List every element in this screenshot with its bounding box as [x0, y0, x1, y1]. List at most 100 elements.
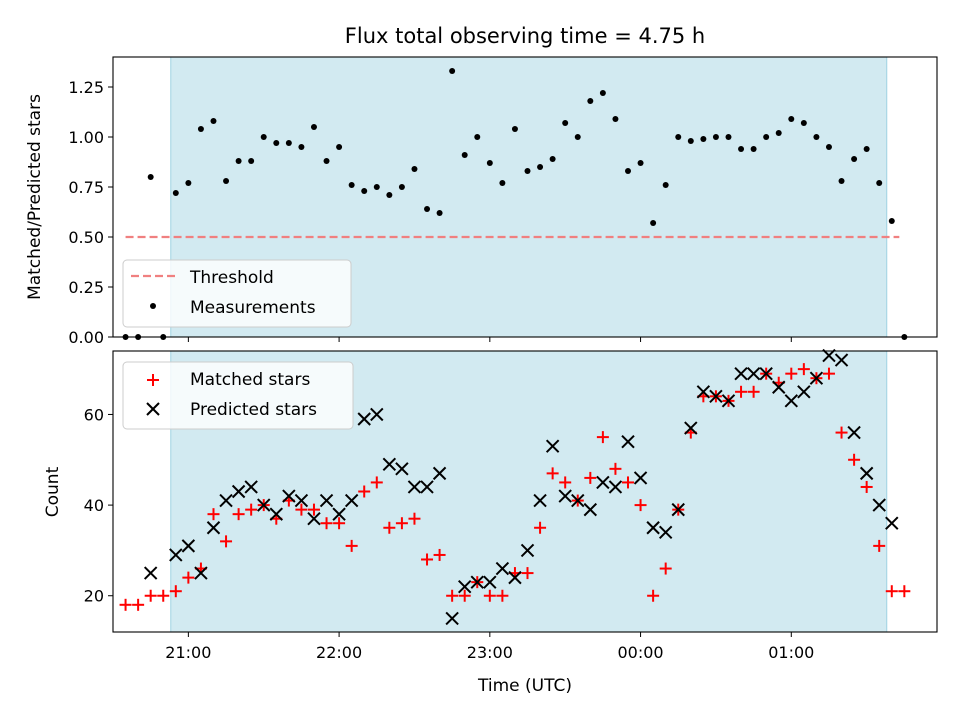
measurement-point — [763, 134, 770, 140]
measurement-point — [461, 152, 468, 158]
matched-star-point — [307, 503, 320, 516]
top-legend-box — [122, 259, 352, 328]
measurement-point — [712, 134, 719, 140]
predicted-star-point — [885, 516, 899, 530]
predicted-star-point — [344, 493, 359, 508]
measurement-point — [285, 140, 292, 146]
matched-star-point — [169, 585, 182, 598]
predicted-star-point — [746, 366, 761, 381]
matched-star-point — [534, 521, 547, 534]
top-legend: Threshold Measurements — [122, 259, 352, 328]
predicted-star-point — [181, 539, 196, 553]
predicted-star-point — [445, 611, 459, 626]
measurement-point — [336, 144, 343, 150]
predicted-star-point — [533, 493, 547, 508]
predicted-star-point — [545, 439, 560, 453]
matched-star-point — [622, 476, 634, 489]
matched-star-point — [370, 476, 383, 489]
predicted-star-point — [608, 480, 623, 494]
predicted-star-point — [470, 575, 484, 589]
measurement-point — [172, 190, 179, 196]
predicted-star-point — [558, 489, 572, 503]
matched-star-point — [157, 589, 170, 602]
measurement-point — [486, 160, 493, 166]
predicted-star-point — [834, 353, 849, 367]
predicted-star-point — [520, 543, 535, 558]
predicted-star-point — [734, 366, 748, 381]
matched-star-point — [119, 598, 132, 611]
top-frame — [112, 56, 938, 338]
matched-star-point — [483, 589, 496, 602]
matched-star-point — [144, 589, 157, 602]
matched-star-point — [596, 431, 609, 444]
measurement-point — [813, 134, 820, 140]
bottom-xtick-label: 00:00 — [618, 643, 664, 662]
predicted-star-point — [231, 484, 246, 499]
measurements-legend-swatch — [150, 303, 156, 309]
matched-star-point — [747, 385, 760, 398]
measurement-point — [197, 126, 204, 132]
predicted-star-point — [294, 493, 309, 508]
bottom-xlabel: Time (UTC) — [477, 676, 572, 696]
predicted-star-point — [784, 394, 798, 408]
predicted-star-point — [872, 498, 886, 512]
measurement-point — [562, 120, 569, 126]
measurement-point — [825, 144, 832, 150]
measurement-point — [599, 90, 606, 96]
predicted-star-point — [684, 421, 698, 435]
predicted-star-point — [194, 566, 208, 580]
predicted-star-point — [633, 471, 648, 485]
measurement-point — [361, 188, 368, 194]
predicted-star-point — [809, 371, 824, 385]
measurement-point — [549, 156, 556, 162]
measurement-point — [524, 168, 531, 174]
bottom-data-layer — [119, 348, 911, 626]
measurement-point — [424, 206, 431, 212]
measurement-point — [675, 134, 682, 140]
measurement-point — [436, 210, 443, 216]
measurement-point — [800, 120, 807, 126]
predicted-legend-label: Predicted stars — [190, 400, 317, 420]
bottom-panel: 20 40 60 21:00 22:00 23:00 00:00 01:00 Count Ti… — [43, 348, 938, 696]
matched-star-point — [647, 589, 660, 602]
predicted-star-point — [395, 462, 409, 476]
measurement-point — [788, 116, 795, 122]
measurement-point — [662, 182, 669, 188]
predicted-star-point — [382, 457, 397, 472]
bottom-xtick-label: 01:00 — [768, 643, 814, 662]
bottom-xtick-label: 23:00 — [467, 643, 513, 662]
matched-star-point — [822, 367, 835, 380]
matched-star-point — [345, 539, 358, 552]
matched-star-point — [433, 548, 446, 561]
measurement-point — [725, 134, 732, 140]
predicted-star-point — [332, 507, 346, 521]
predicted-star-point — [571, 493, 585, 508]
bottom-ytick-label: 60 — [84, 405, 104, 424]
measurement-point — [612, 116, 619, 122]
threshold-legend-label: Threshold — [189, 268, 274, 288]
measurement-point — [210, 118, 217, 124]
matched-star-point — [634, 499, 647, 512]
matched-star-point — [395, 517, 408, 530]
bottom-ytick-label: 40 — [84, 496, 104, 515]
measurement-point — [587, 98, 594, 104]
bottom-legend: Matched stars Predicted stars — [122, 361, 354, 430]
measurement-point — [260, 134, 267, 140]
predicted-star-point — [370, 407, 384, 422]
bottom-axes: 20 40 60 21:00 22:00 23:00 00:00 01:00 — [84, 350, 938, 662]
matched-legend-swatch — [147, 374, 159, 386]
top-chart-title: Flux total observing time = 4.75 h — [345, 24, 705, 48]
matched-star-point — [220, 535, 233, 548]
predicted-star-point — [797, 385, 811, 399]
matched-star-point — [521, 567, 534, 580]
measurement-point — [474, 134, 481, 140]
matched-legend-label: Matched stars — [190, 370, 310, 390]
matched-star-point — [295, 503, 308, 516]
matched-star-point — [207, 508, 220, 521]
predicted-star-point — [859, 466, 874, 481]
measurement-point — [449, 68, 456, 74]
predicted-star-point — [420, 480, 434, 494]
predicted-star-point — [721, 394, 736, 408]
predicted-star-point — [307, 511, 321, 526]
